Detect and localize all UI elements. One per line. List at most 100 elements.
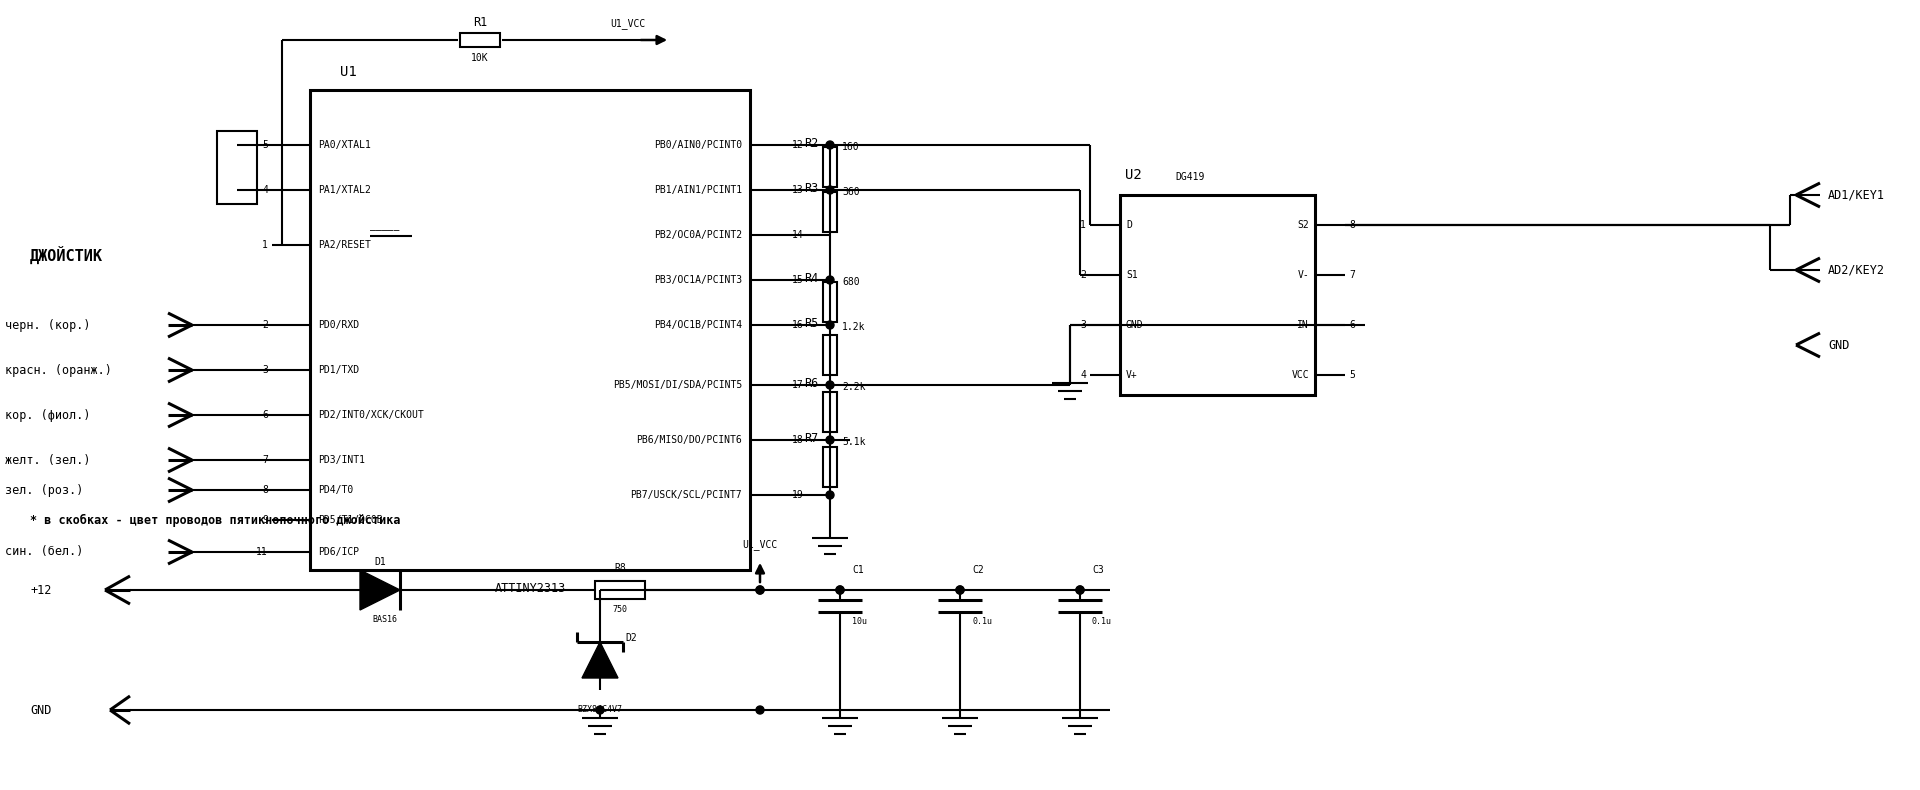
Circle shape <box>826 491 833 499</box>
Text: 4: 4 <box>263 185 269 195</box>
Text: U1: U1 <box>340 65 357 79</box>
Text: PA1/XTAL2: PA1/XTAL2 <box>319 185 371 195</box>
Text: PD3/INT1: PD3/INT1 <box>319 455 365 465</box>
Circle shape <box>835 586 845 594</box>
Text: PB1/AIN1/PCINT1: PB1/AIN1/PCINT1 <box>655 185 741 195</box>
Text: U1_VCC: U1_VCC <box>743 540 778 551</box>
Text: C3: C3 <box>1092 565 1104 575</box>
Text: желт. (зел.): желт. (зел.) <box>6 453 90 467</box>
Bar <box>309 90 751 570</box>
Text: 10K: 10K <box>470 53 490 63</box>
Text: 0.1u: 0.1u <box>972 618 993 626</box>
Text: син. (бел.): син. (бел.) <box>6 546 83 559</box>
Text: 18: 18 <box>793 435 804 445</box>
Text: ДЖОЙСТИК: ДЖОЙСТИК <box>31 246 104 264</box>
Text: 0.1u: 0.1u <box>1092 618 1112 626</box>
Circle shape <box>826 321 833 329</box>
Circle shape <box>595 706 605 714</box>
Text: 8: 8 <box>1350 220 1356 230</box>
Text: C1: C1 <box>852 565 864 575</box>
Text: черн. (кор.): черн. (кор.) <box>6 318 90 332</box>
Text: 680: 680 <box>843 277 860 287</box>
Text: D: D <box>1125 220 1133 230</box>
Text: * в скобках - цвет проводов пятикнопочного джойстика: * в скобках - цвет проводов пятикнопочно… <box>31 514 401 527</box>
Text: 15: 15 <box>793 275 804 285</box>
Text: 5: 5 <box>263 140 269 150</box>
Circle shape <box>756 586 764 594</box>
Bar <box>824 392 837 432</box>
Text: 1: 1 <box>1081 220 1087 230</box>
Text: 8: 8 <box>263 485 269 495</box>
Text: 4: 4 <box>1081 370 1087 380</box>
Circle shape <box>956 586 964 594</box>
Text: 2.2k: 2.2k <box>843 382 866 392</box>
Text: PB4/OC1B/PCINT4: PB4/OC1B/PCINT4 <box>655 320 741 330</box>
Text: PA2/RESET: PA2/RESET <box>319 240 371 250</box>
Text: 2: 2 <box>1081 270 1087 280</box>
Text: GND: GND <box>1828 338 1849 352</box>
Bar <box>824 447 837 487</box>
Text: PB7/USCK/SCL/PCINT7: PB7/USCK/SCL/PCINT7 <box>630 490 741 500</box>
Bar <box>824 335 837 375</box>
Circle shape <box>956 586 964 594</box>
Text: R8: R8 <box>614 563 626 573</box>
Text: 360: 360 <box>843 187 860 197</box>
Text: R6: R6 <box>804 377 818 389</box>
Text: D1: D1 <box>374 557 386 567</box>
Circle shape <box>835 586 845 594</box>
Text: V+: V+ <box>1125 370 1139 380</box>
Text: 1: 1 <box>263 240 269 250</box>
Text: DG419: DG419 <box>1175 172 1204 182</box>
Text: PD0/RXD: PD0/RXD <box>319 320 359 330</box>
Text: PB5/MOSI/DI/SDA/PCINT5: PB5/MOSI/DI/SDA/PCINT5 <box>612 380 741 390</box>
Text: PB6/MISO/DO/PCINT6: PB6/MISO/DO/PCINT6 <box>636 435 741 445</box>
Text: 16: 16 <box>793 320 804 330</box>
Text: PA0/XTAL1: PA0/XTAL1 <box>319 140 371 150</box>
Text: 160: 160 <box>843 142 860 152</box>
Text: S1: S1 <box>1125 270 1139 280</box>
Circle shape <box>756 586 764 594</box>
Text: 1.2k: 1.2k <box>843 322 866 332</box>
Text: V-: V- <box>1298 270 1309 280</box>
Text: 19: 19 <box>793 490 804 500</box>
Text: ATTINY2313: ATTINY2313 <box>493 581 566 595</box>
Bar <box>217 131 257 204</box>
Circle shape <box>826 141 833 149</box>
Text: PB2/OC0A/PCINT2: PB2/OC0A/PCINT2 <box>655 230 741 240</box>
Text: кор. (фиол.): кор. (фиол.) <box>6 408 90 422</box>
Text: BZX84C4V7: BZX84C4V7 <box>578 705 622 714</box>
Text: 12: 12 <box>793 140 804 150</box>
Bar <box>461 33 499 47</box>
Circle shape <box>826 436 833 444</box>
Text: 5: 5 <box>1350 370 1356 380</box>
Text: красн. (оранж.): красн. (оранж.) <box>6 363 111 377</box>
Text: PD1/TXD: PD1/TXD <box>319 365 359 375</box>
Text: 14: 14 <box>793 230 804 240</box>
Text: BAS16: BAS16 <box>372 615 397 625</box>
Polygon shape <box>361 570 399 610</box>
Text: 17: 17 <box>793 380 804 390</box>
Bar <box>824 282 837 322</box>
Circle shape <box>1075 586 1085 594</box>
Text: 750: 750 <box>612 605 628 615</box>
Text: D2: D2 <box>626 633 637 643</box>
Text: VCC: VCC <box>1292 370 1309 380</box>
Circle shape <box>826 276 833 284</box>
Text: зел. (роз.): зел. (роз.) <box>6 483 83 496</box>
Text: 11: 11 <box>255 547 269 557</box>
Text: GND: GND <box>1125 320 1144 330</box>
Text: R3: R3 <box>804 182 818 194</box>
Text: IN: IN <box>1298 320 1309 330</box>
Text: R4: R4 <box>804 272 818 284</box>
Bar <box>824 192 837 232</box>
Text: 7: 7 <box>263 455 269 465</box>
Text: 6: 6 <box>1350 320 1356 330</box>
Text: PD5/T1/OC0B: PD5/T1/OC0B <box>319 515 382 525</box>
Text: 10u: 10u <box>852 618 868 626</box>
Text: U2: U2 <box>1125 168 1142 182</box>
Bar <box>595 581 645 599</box>
Text: GND: GND <box>31 704 52 717</box>
Text: R5: R5 <box>804 317 818 329</box>
Text: AD1/KEY1: AD1/KEY1 <box>1828 189 1885 201</box>
Text: PB3/OC1A/PCINT3: PB3/OC1A/PCINT3 <box>655 275 741 285</box>
